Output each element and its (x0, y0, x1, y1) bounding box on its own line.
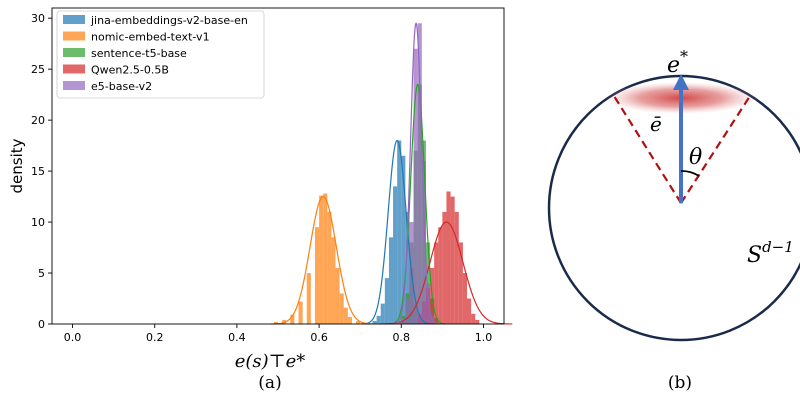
legend-swatch (63, 31, 85, 41)
legend-label: jina-embeddings-v2-base-en (90, 14, 248, 27)
histogram-bar (339, 293, 344, 324)
fit-curve (270, 195, 376, 325)
histogram-bar (393, 186, 398, 324)
sphere-diagram: e* ē θ Sd−1 (b) (547, 47, 800, 393)
histogram-bar (319, 195, 324, 324)
cone-right-edge (680, 95, 751, 204)
histogram-bar (454, 211, 459, 324)
histogram-bar (384, 278, 389, 324)
histogram-bar (446, 191, 451, 324)
fit-curve (389, 83, 446, 325)
histogram-bar (356, 320, 361, 324)
histogram-bar (327, 211, 332, 324)
y-tick-label: 10 (31, 216, 45, 229)
x-tick-label: 0.6 (310, 331, 328, 344)
histogram-bar (405, 211, 410, 324)
sphere-label: Sd−1 (747, 238, 794, 268)
histogram-bar (434, 242, 439, 324)
histogram-bar (471, 313, 476, 324)
y-tick-label: 30 (31, 12, 45, 25)
legend-label: sentence-t5-base (91, 47, 187, 60)
subcaption-a: (a) (258, 373, 281, 393)
histogram-bars (273, 23, 480, 325)
histogram-bar (458, 242, 463, 324)
x-tick-label: 0.2 (146, 331, 164, 344)
histogram-bar (421, 160, 426, 324)
x-tick-label: 0.8 (393, 331, 411, 344)
gaussian-fits (270, 22, 513, 325)
histogram-bar (413, 48, 418, 324)
y-tick-label: 5 (38, 267, 45, 280)
legend-label: Qwen2.5-0.5B (91, 64, 169, 77)
histogram-bar (376, 315, 381, 324)
x-tick-label: 0.0 (64, 331, 82, 344)
y-tick-label: 0 (38, 318, 45, 331)
histogram-bar (401, 318, 406, 324)
e-star-label: e* (667, 47, 688, 78)
histogram-bar (380, 303, 385, 324)
histogram-bar (343, 307, 348, 324)
histogram-bar (442, 211, 447, 324)
histogram-bar (314, 227, 320, 324)
subcaption-b: (b) (668, 373, 692, 393)
y-axis-ticks: 0 5 10 15 20 25 30 (31, 12, 52, 331)
e-bar-label: ē (650, 112, 662, 136)
histogram-bar (405, 298, 410, 324)
legend-label: nomic-embed-text-v1 (91, 31, 210, 44)
legend-label: e5-base-v2 (91, 80, 152, 93)
legend: jina-embeddings-v2-base-en nomic-embed-te… (56, 10, 265, 99)
y-axis-label: density (8, 138, 26, 193)
fit-curve (393, 22, 439, 325)
histogram-bar (372, 320, 377, 324)
legend-swatch (63, 15, 85, 24)
legend-swatch (63, 81, 85, 90)
histogram-bar (438, 227, 443, 324)
fit-curve (380, 221, 513, 325)
histogram-bar (417, 23, 422, 325)
theta-arc (680, 170, 700, 177)
histogram-bar (450, 196, 455, 324)
legend-box (56, 10, 265, 99)
x-tick-label: 1.0 (475, 331, 493, 344)
histogram-bar (290, 314, 295, 324)
histogram-bar (467, 298, 472, 324)
histogram-bar (475, 319, 480, 324)
legend-swatch (63, 48, 85, 57)
y-tick-label: 20 (31, 114, 45, 127)
plot-frame (51, 7, 505, 325)
histogram-bar (347, 316, 352, 324)
histogram-bar (323, 193, 328, 324)
x-tick-label: 0.4 (228, 331, 246, 344)
sphere-circle (547, 74, 800, 342)
y-tick-label: 15 (31, 165, 45, 178)
histogram-bar (401, 155, 406, 324)
histogram-bar (298, 301, 303, 324)
histogram-bar (397, 140, 402, 324)
histogram-bar (331, 237, 336, 324)
theta-label: θ (689, 145, 702, 170)
histogram-bar (462, 273, 468, 324)
y-tick-label: 25 (31, 63, 45, 76)
histogram-bar (388, 237, 394, 324)
e-star-arrowhead (673, 74, 689, 90)
histogram-bar (335, 267, 340, 324)
x-axis-label: e(s)⊤e* (235, 351, 306, 372)
histogram-bar (306, 273, 311, 324)
legend-swatch (63, 64, 85, 74)
fit-curve (360, 139, 434, 325)
x-axis-ticks: 0.0 0.2 0.4 0.6 0.8 1.0 (64, 324, 492, 344)
cone-left-edge (613, 95, 682, 204)
histogram-bar (425, 283, 431, 324)
histogram-bar (273, 321, 278, 324)
